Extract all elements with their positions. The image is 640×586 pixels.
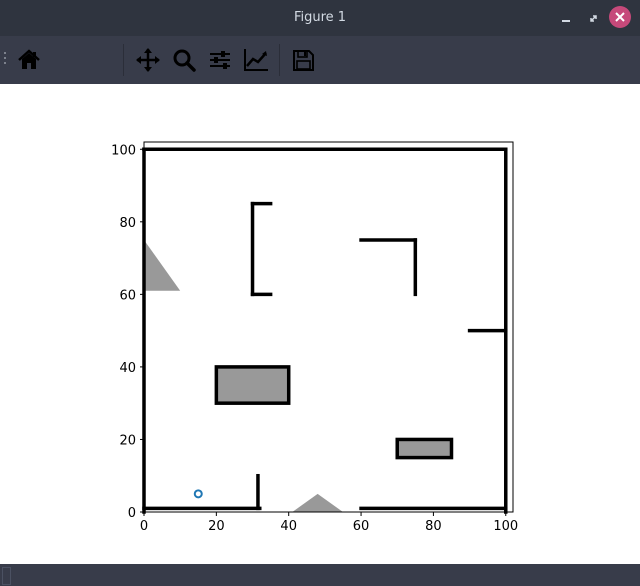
y-tick-label: 100 (111, 143, 136, 158)
title-bar: Figure 1 (0, 0, 640, 36)
window-title: Figure 1 (293, 10, 347, 25)
x-tick-label: 40 (280, 519, 297, 534)
toolbar-grip[interactable] (4, 52, 8, 68)
robot-marker (193, 489, 203, 499)
home-button[interactable] (15, 46, 43, 74)
x-tick-label: 0 (140, 519, 148, 534)
search-icon (173, 49, 196, 72)
configure-subplots-button[interactable] (206, 46, 234, 74)
edit-axis-button[interactable] (242, 46, 270, 74)
unknown-region (144, 239, 181, 291)
toolbar-separator (279, 44, 280, 76)
status-bar-edge (2, 567, 11, 585)
home-icon (18, 49, 40, 69)
toolbar-separator (123, 44, 124, 76)
y-tick-label: 60 (119, 288, 136, 303)
y-tick-label: 40 (119, 361, 136, 376)
unknown-region (292, 493, 343, 512)
close-icon (615, 12, 625, 22)
close-button[interactable] (609, 6, 631, 28)
figure-canvas[interactable]: 0 20 40 60 80 100 0 20 40 60 80 100 (0, 84, 640, 564)
status-bar (0, 564, 640, 586)
plot-area[interactable]: 0 20 40 60 80 100 0 20 40 60 80 100 (0, 84, 640, 564)
x-tick-label: 80 (425, 519, 442, 534)
floppy-icon (293, 50, 314, 71)
line-chart-icon (244, 49, 268, 71)
sliders-icon (210, 51, 230, 69)
maximize-icon (590, 15, 597, 22)
minimize-icon (562, 20, 570, 22)
x-tick-label: 100 (493, 519, 518, 534)
y-tick-label: 20 (119, 433, 136, 448)
obstacle (214, 365, 291, 405)
x-tick-label: 60 (353, 519, 370, 534)
minimize-button[interactable] (555, 6, 577, 28)
save-button[interactable] (289, 46, 317, 74)
pan-button[interactable] (134, 46, 162, 74)
y-tick-label: 0 (128, 506, 136, 521)
y-tick-label: 80 (119, 216, 136, 231)
maximize-button[interactable] (582, 6, 604, 28)
toolbar (0, 36, 640, 84)
map-background (144, 142, 513, 512)
zoom-button[interactable] (170, 46, 198, 74)
axes-frame (143, 141, 514, 513)
move-icon (136, 48, 160, 72)
obstacle (395, 437, 454, 460)
x-tick-label: 20 (208, 519, 225, 534)
